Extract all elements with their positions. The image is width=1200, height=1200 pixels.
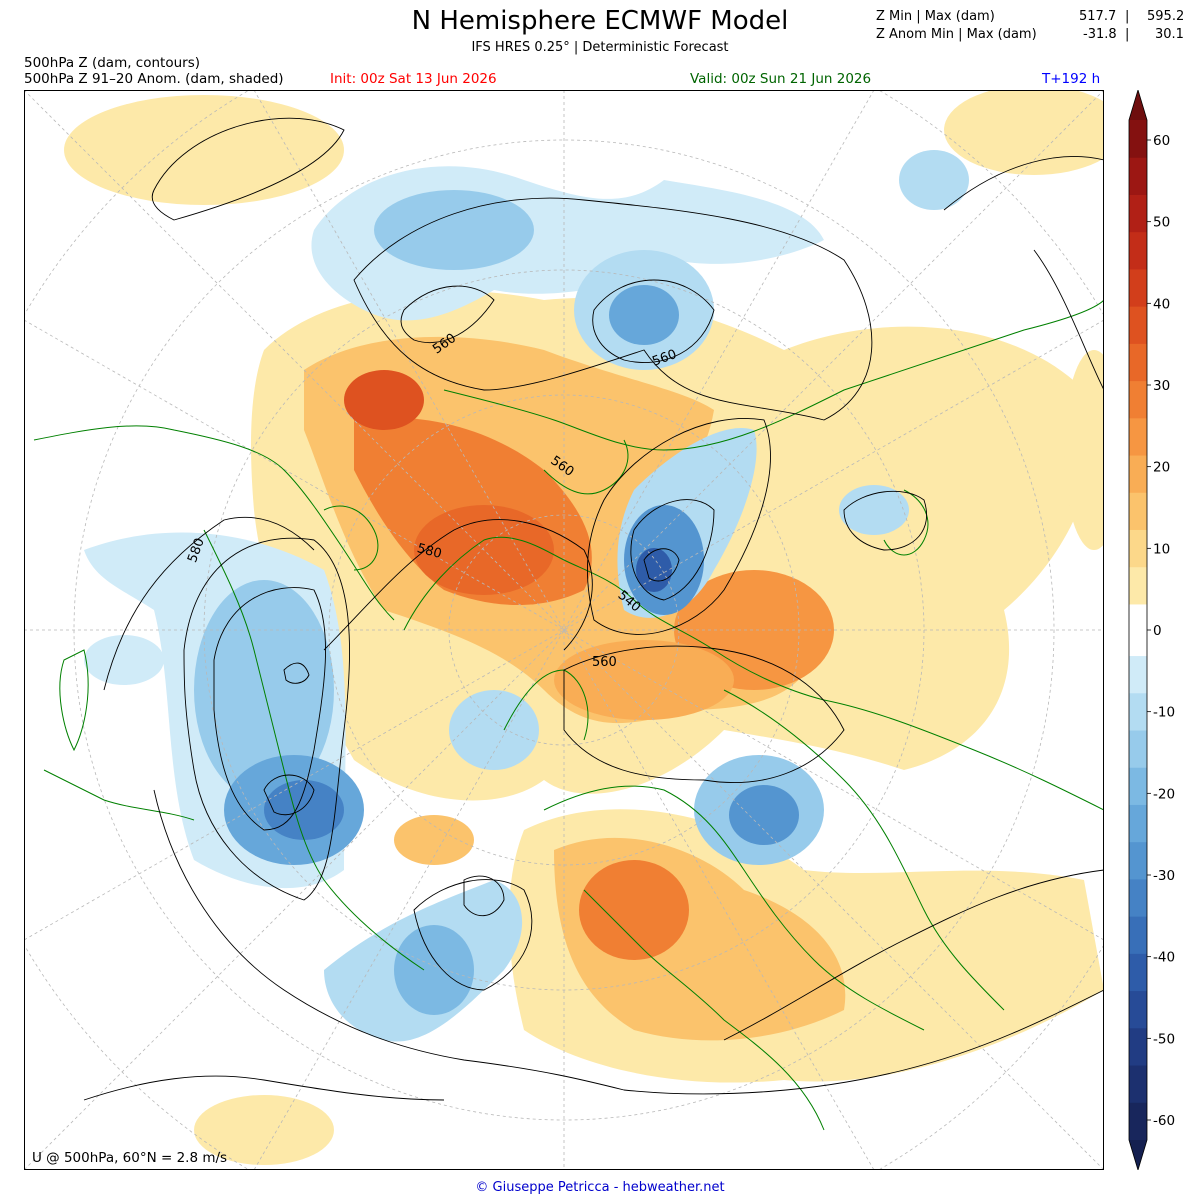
colorbar-tick-label: -40 bbox=[1153, 950, 1175, 966]
cool-anomaly-area bbox=[609, 285, 679, 345]
colorbar-band bbox=[1129, 1066, 1147, 1104]
colorbar-tick-label: 20 bbox=[1153, 460, 1170, 476]
colorbar-tick-label: 60 bbox=[1153, 133, 1170, 149]
colorbar-band bbox=[1129, 879, 1147, 917]
anom-sep: | bbox=[1125, 27, 1129, 42]
z-stats-label: Z Min | Max (dam) bbox=[876, 9, 995, 24]
cool-anomaly-area bbox=[84, 635, 164, 685]
wind-note: U @ 500hPa, 60°N = 2.8 m/s bbox=[32, 1150, 227, 1166]
colorbar-tick-label: -10 bbox=[1153, 705, 1175, 721]
cool-anomaly-area bbox=[449, 690, 539, 770]
anom-max-value: 30.1 bbox=[1155, 27, 1184, 42]
z-min-value: 517.7 bbox=[1079, 9, 1116, 24]
colorbar-tick-label: 50 bbox=[1153, 215, 1170, 231]
anom-min-value: -31.8 bbox=[1083, 27, 1117, 42]
colorbar-tick-label: 0 bbox=[1153, 623, 1162, 639]
z-sep: | bbox=[1125, 9, 1129, 24]
graticule bbox=[24, 90, 1104, 1170]
colorbar-tick-label: -20 bbox=[1153, 786, 1175, 802]
colorbar-band bbox=[1129, 768, 1147, 806]
colorbar-band bbox=[1129, 194, 1147, 232]
colorbar-bands bbox=[1129, 90, 1147, 1170]
colorbar-band bbox=[1129, 656, 1147, 694]
contour-label: 560 bbox=[592, 655, 617, 670]
colorbar-tick-label: 40 bbox=[1153, 296, 1170, 312]
colorbar-extend-top bbox=[1129, 90, 1147, 120]
colorbar-band bbox=[1129, 492, 1147, 530]
colorbar-band bbox=[1129, 805, 1147, 843]
warm-anomaly-area bbox=[394, 815, 474, 865]
field-contours-label: 500hPa Z (dam, contours) bbox=[24, 55, 200, 71]
cool-anomaly-area bbox=[899, 150, 969, 210]
credit-line: © Giuseppe Petricca - hebweather.net bbox=[0, 1180, 1200, 1195]
colorbar-band bbox=[1129, 567, 1147, 605]
colorbar-band bbox=[1129, 120, 1147, 158]
colorbar-tick-label: -50 bbox=[1153, 1031, 1175, 1047]
warm-anomaly-area bbox=[64, 95, 344, 205]
colorbar-band bbox=[1129, 991, 1147, 1029]
colorbar-band bbox=[1129, 157, 1147, 195]
colorbar-band bbox=[1129, 232, 1147, 270]
colorbar-band bbox=[1129, 917, 1147, 955]
colorbar-extend-bottom bbox=[1129, 1140, 1147, 1170]
warm-anomaly-area bbox=[554, 640, 734, 720]
colorbar-band bbox=[1129, 1103, 1147, 1141]
init-time: Init: 00z Sat 13 Jun 2026 bbox=[330, 71, 497, 87]
field-shaded-label: 500hPa Z 91–20 Anom. (dam, shaded) bbox=[24, 71, 284, 87]
z-max-value: 595.2 bbox=[1147, 9, 1184, 24]
cool-anomaly-area bbox=[839, 485, 909, 535]
lead-time: T+192 h bbox=[1042, 71, 1100, 87]
colorbar-tick-label: -30 bbox=[1153, 868, 1175, 884]
anom-stats-label: Z Anom Min | Max (dam) bbox=[876, 27, 1037, 42]
colorbar-band bbox=[1129, 954, 1147, 992]
colorbar-band bbox=[1129, 842, 1147, 880]
chart-subtitle: IFS HRES 0.25° | Deterministic Forecast bbox=[0, 40, 1200, 55]
colorbar-band bbox=[1129, 306, 1147, 344]
warm-anomaly-area bbox=[579, 860, 689, 960]
colorbar-band bbox=[1129, 693, 1147, 731]
warm-anomaly-area bbox=[344, 370, 424, 430]
cool-anomaly-area bbox=[374, 190, 534, 270]
colorbar-tick-label: 30 bbox=[1153, 378, 1170, 394]
colorbar-band bbox=[1129, 381, 1147, 419]
colorbar-band bbox=[1129, 529, 1147, 567]
colorbar-band bbox=[1129, 1028, 1147, 1066]
colorbar-tick-label: -60 bbox=[1153, 1113, 1175, 1129]
colorbar-ticks: 60 50 40 30 20 10 0 -10 -20 -30 -40 -50 -60 bbox=[1147, 133, 1175, 1129]
colorbar-band bbox=[1129, 604, 1147, 656]
valid-time: Valid: 00z Sun 21 Jun 2026 bbox=[690, 71, 871, 87]
colorbar-band bbox=[1129, 343, 1147, 381]
cool-anomaly-area bbox=[729, 785, 799, 845]
colorbar-band bbox=[1129, 418, 1147, 456]
colorbar-band bbox=[1129, 731, 1147, 769]
colorbar-tick-label: 10 bbox=[1153, 541, 1170, 557]
hemisphere-map: 560 560 560 580 540 560 580 U @ 500hPa, … bbox=[24, 90, 1104, 1170]
colorbar: 60 50 40 30 20 10 0 -10 -20 -30 -40 -50 -60 bbox=[1120, 90, 1180, 1170]
colorbar-band bbox=[1129, 269, 1147, 307]
colorbar-band bbox=[1129, 455, 1147, 493]
cool-anomaly-area bbox=[394, 925, 474, 1015]
